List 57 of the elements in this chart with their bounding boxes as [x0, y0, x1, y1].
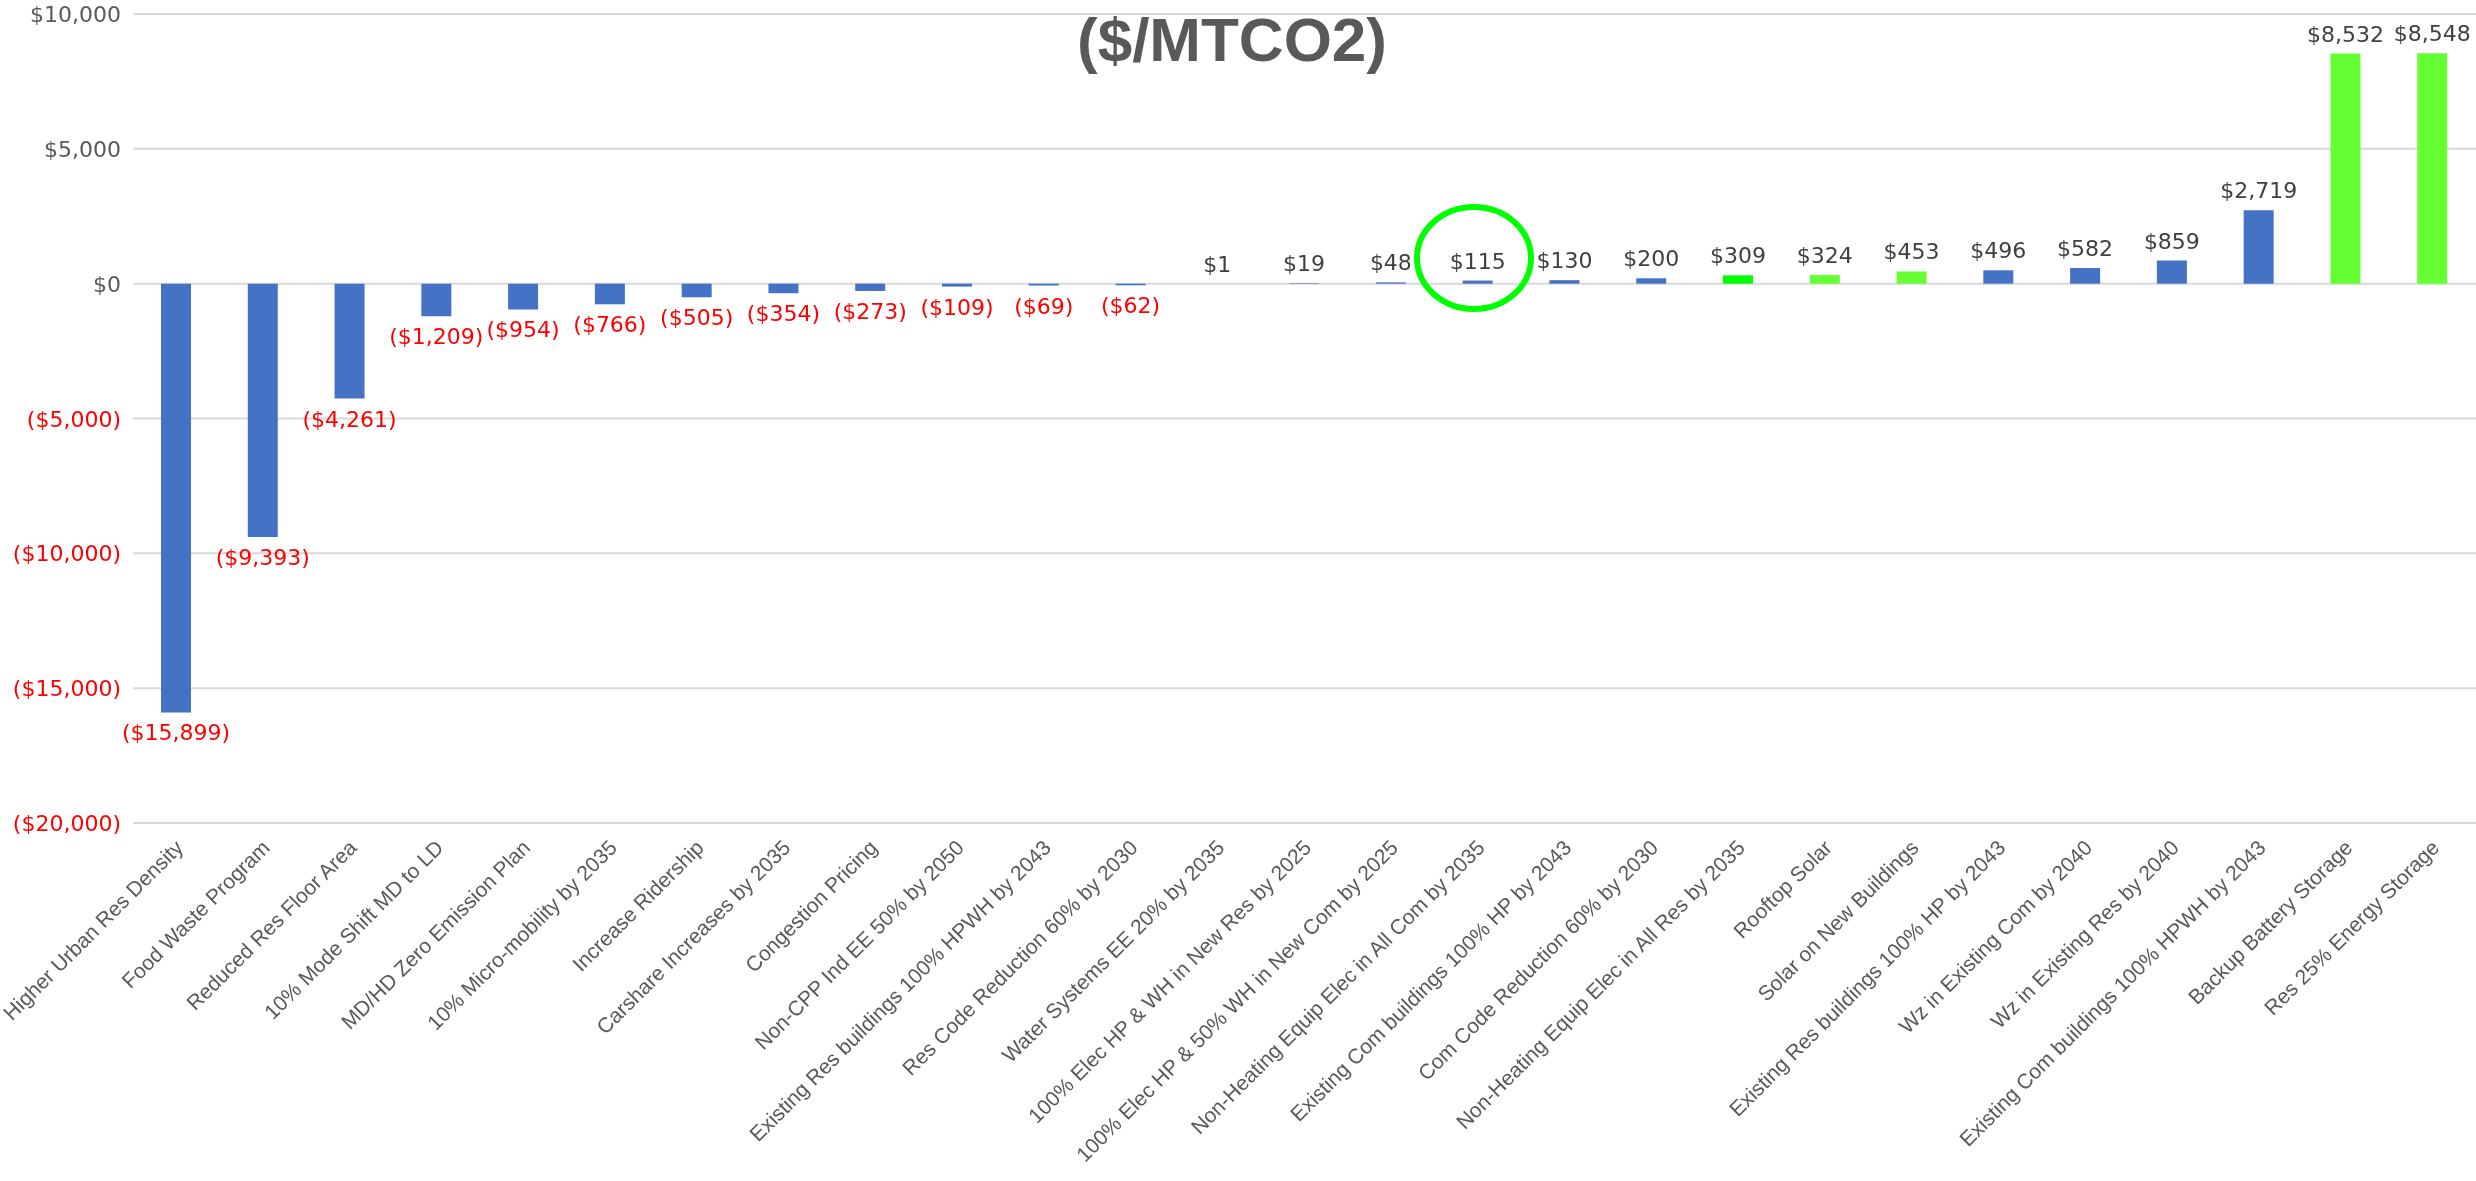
bar	[334, 283, 365, 399]
data-label: ($1,209)	[389, 324, 484, 350]
bar	[681, 283, 712, 298]
data-label: $582	[2057, 235, 2114, 261]
data-label: ($273)	[833, 299, 907, 325]
data-label: ($69)	[1014, 293, 1074, 319]
y-tick-label: $5,000	[44, 136, 121, 162]
bar	[768, 283, 799, 294]
data-label: ($4,261)	[302, 406, 397, 432]
y-tick-label: ($5,000)	[26, 406, 121, 432]
data-label: ($15,899)	[121, 720, 231, 746]
bar	[1983, 270, 2014, 284]
y-tick-label: ($10,000)	[12, 541, 121, 567]
data-label: $19	[1283, 251, 1326, 277]
y-tick-label: $0	[93, 271, 121, 297]
data-label: $324	[1796, 242, 1853, 268]
y-tick-label: $10,000	[30, 2, 121, 27]
data-label: $200	[1623, 246, 1680, 272]
bar	[247, 283, 278, 537]
data-label: $115	[1449, 248, 1506, 274]
bar	[2417, 53, 2448, 284]
bar	[2156, 260, 2187, 284]
data-label: ($109)	[920, 294, 994, 320]
data-label: ($9,393)	[215, 544, 310, 570]
bar	[1896, 271, 1927, 284]
bar	[2070, 267, 2101, 284]
data-label: ($62)	[1100, 293, 1161, 319]
data-label: ($505)	[660, 305, 734, 331]
bar	[2243, 210, 2274, 284]
data-label: ($354)	[746, 301, 821, 327]
bar	[421, 283, 452, 317]
data-label: $8,532	[2306, 21, 2384, 47]
data-label: $48	[1369, 250, 1412, 276]
y-tick-label: ($15,000)	[12, 676, 121, 702]
bar	[594, 283, 625, 305]
y-tick-label: ($20,000)	[12, 811, 121, 836]
data-label: $859	[2143, 228, 2200, 254]
bar	[161, 283, 191, 713]
data-label: $309	[1710, 243, 1766, 269]
bar	[1462, 280, 1493, 284]
chart-title: ($/MTCO2)	[1077, 5, 1387, 74]
data-label: $2,719	[2220, 178, 2298, 204]
bar	[942, 283, 972, 287]
bar	[855, 283, 886, 292]
data-label: $453	[1883, 239, 1940, 265]
bar	[1636, 278, 1667, 284]
data-label: $1	[1203, 251, 1232, 277]
data-label: $130	[1536, 248, 1593, 274]
bar	[508, 283, 539, 310]
data-label: $496	[1970, 238, 2027, 264]
bar	[1549, 280, 1580, 284]
bar	[2330, 53, 2361, 284]
data-label: ($766)	[573, 312, 647, 338]
data-label: $8,548	[2393, 21, 2471, 47]
data-label: ($954)	[486, 317, 560, 343]
bar	[1809, 274, 1840, 284]
bar	[1723, 275, 1753, 284]
